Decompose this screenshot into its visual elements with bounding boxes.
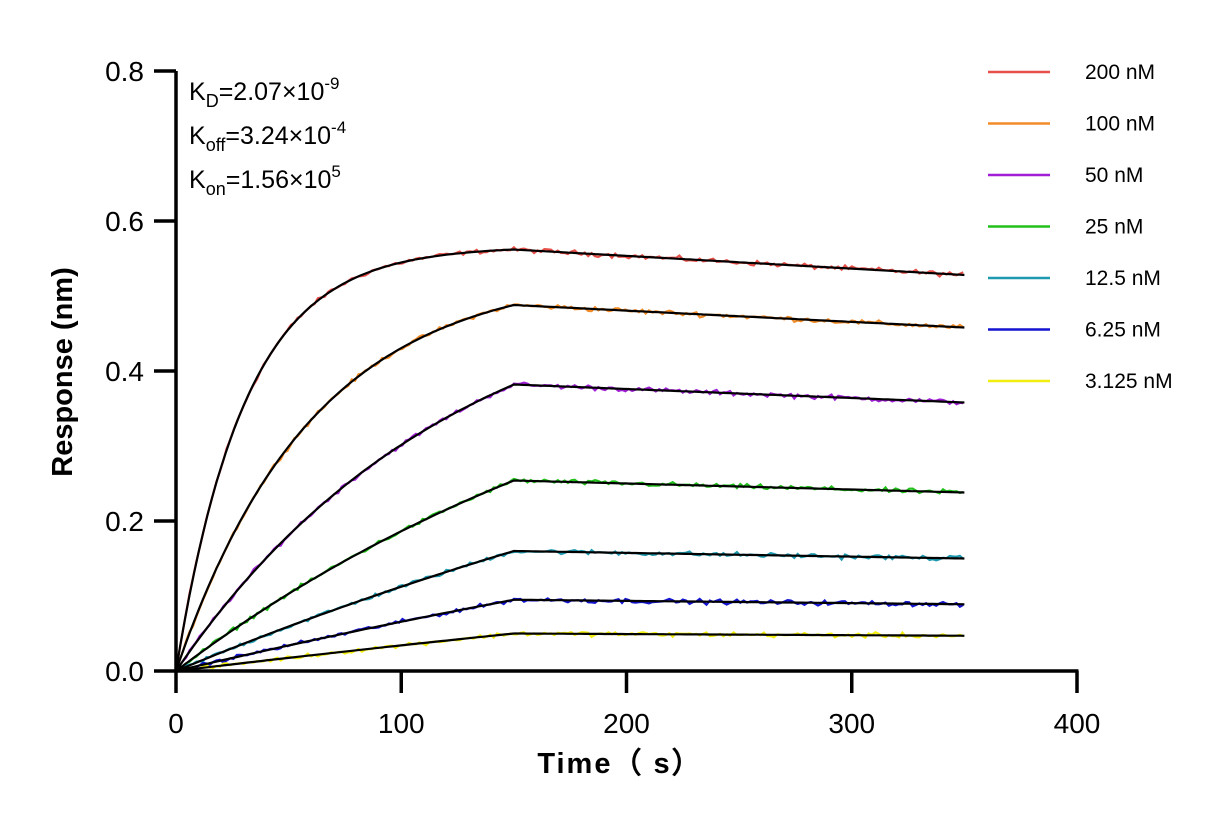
fit-25-nM — [175, 479, 965, 672]
trace-25-nM — [175, 477, 964, 672]
legend-label: 200 nM — [1085, 61, 1155, 84]
tick-labels-layer: 0.0 0.2 0.4 0.6 0.8 0 100 200 300 400 — [105, 56, 1100, 739]
trace-100-nM — [174, 303, 964, 672]
y-tick-label: 0.0 — [105, 656, 144, 687]
trace-12-5-nM — [175, 548, 964, 673]
legend-label: 50 nM — [1085, 164, 1143, 187]
fit-6-25-nM — [175, 598, 965, 673]
x-tick-label: 0 — [168, 708, 184, 739]
fit-12-5-nM — [175, 549, 965, 673]
x-tick-label: 100 — [378, 708, 425, 739]
fit-3-125-nM — [175, 632, 965, 673]
x-axis-title: Time（ s） — [537, 747, 702, 780]
curves-layer — [174, 245, 965, 673]
fit-100-nM — [174, 303, 965, 672]
legend-label: 100 nM — [1085, 113, 1155, 136]
kinetic-constant-D: KD=2.07×10-9 — [189, 74, 339, 111]
y-tick-label: 0.2 — [105, 506, 144, 537]
y-axis-title: Response (nm) — [47, 267, 79, 476]
legend-label: 6.25 nM — [1085, 319, 1161, 342]
axes-layer — [154, 69, 1079, 693]
x-tick-label: 400 — [1054, 708, 1101, 739]
x-tick-label: 300 — [828, 708, 875, 739]
y-tick-label: 0.4 — [105, 356, 144, 387]
legend-label: 3.125 nM — [1085, 370, 1173, 393]
fit-50-nM — [175, 383, 965, 672]
kinetic-constant-off: Koff=3.24×10-4 — [189, 118, 346, 155]
trace-3-125-nM — [175, 630, 964, 673]
kinetic-constant-on: Kon=1.56×105 — [189, 162, 341, 199]
legend: 200 nM 100 nM 50 nM 25 nM 12.5 nM 6.25 nM 3.12… — [988, 61, 1173, 393]
legend-label: 12.5 nM — [1085, 267, 1161, 290]
legend-label: 25 nM — [1085, 216, 1143, 239]
kinetics-annotation: KD=2.07×10-9 Koff=3.24×10-4 Kon=1.56×105 — [189, 74, 346, 199]
fit-200-nM — [174, 248, 965, 672]
y-tick-label: 0.6 — [105, 206, 144, 237]
y-tick-label: 0.8 — [105, 56, 144, 87]
x-tick-label: 200 — [603, 708, 650, 739]
trace-50-nM — [175, 381, 964, 672]
trace-200-nM — [174, 245, 964, 672]
